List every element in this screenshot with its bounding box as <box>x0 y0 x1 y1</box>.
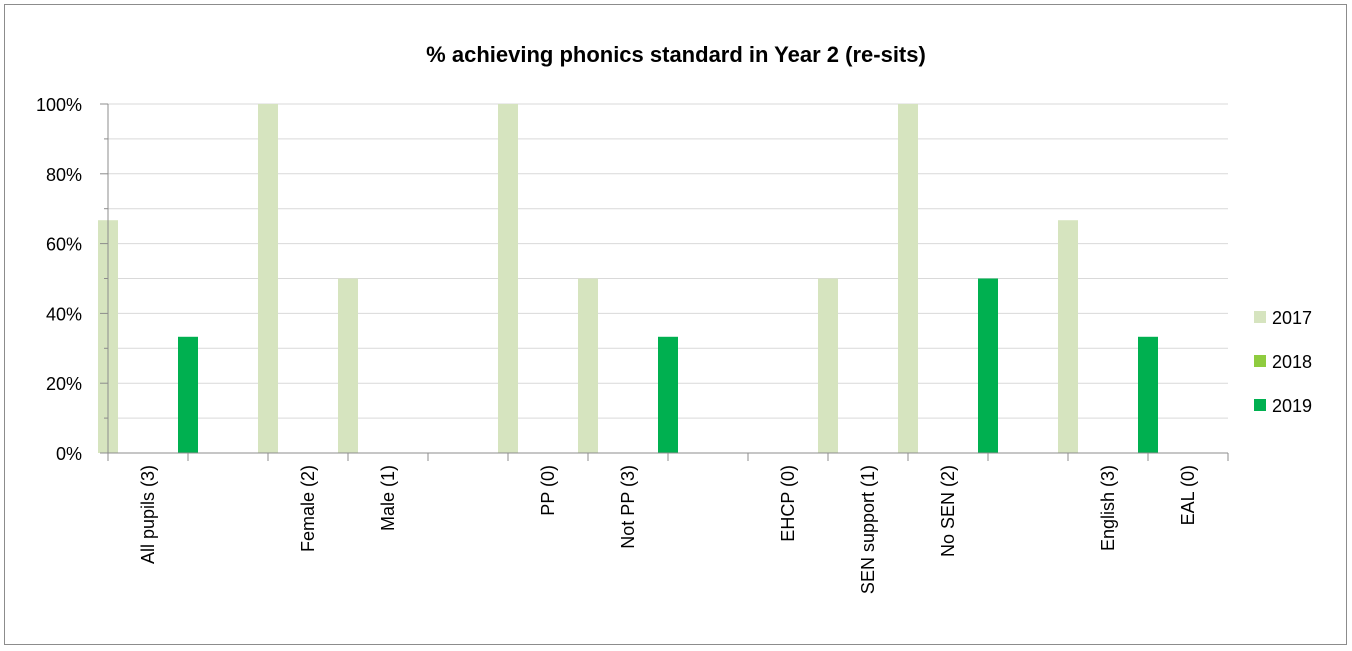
bar-2017-female-2- <box>258 104 278 453</box>
bar-2017-no-sen-2- <box>898 104 918 453</box>
legend: 2017 2018 2019 <box>1254 308 1312 416</box>
y-tick-label: 20% <box>46 374 82 394</box>
bar-2017-sen-support-1- <box>818 278 838 453</box>
bar-2017-english-3- <box>1058 220 1078 453</box>
bar-2017-male-1- <box>338 278 358 453</box>
gridlines <box>108 103 1228 419</box>
y-tick-label: 100% <box>36 95 82 115</box>
x-tick-label: All pupils (3) <box>138 465 158 564</box>
bar-2019-not-pp-3- <box>658 336 678 453</box>
bar-2019-all-pupils-3- <box>178 336 198 453</box>
x-tick-label: Male (1) <box>378 465 398 531</box>
x-tick-label: PP (0) <box>538 465 558 516</box>
bar-2017-pp-0- <box>498 104 518 453</box>
bar-2017-not-pp-3- <box>578 278 598 453</box>
x-axis-tick-labels: All pupils (3) Female (2) Male (1) PP (0) No… <box>138 465 1198 594</box>
legend-label-2018: 2018 <box>1272 352 1312 372</box>
x-tick-label: EHCP (0) <box>778 465 798 542</box>
legend-swatch-2018 <box>1254 355 1266 367</box>
y-tick-label: 60% <box>46 235 82 255</box>
y-tick-label: 80% <box>46 165 82 185</box>
x-tick-label: Not PP (3) <box>618 465 638 549</box>
x-tick-label: Female (2) <box>298 465 318 552</box>
bar-2019-no-sen-2- <box>978 278 998 453</box>
chart-border <box>4 4 1347 645</box>
x-tick-label: EAL (0) <box>1178 465 1198 525</box>
legend-swatch-2017 <box>1254 311 1266 323</box>
x-tick-label: English (3) <box>1098 465 1118 551</box>
legend-label-2017: 2017 <box>1272 308 1312 328</box>
x-tick-label: SEN support (1) <box>858 465 878 594</box>
y-tick-label: 40% <box>46 304 82 324</box>
legend-label-2019: 2019 <box>1272 396 1312 416</box>
legend-swatch-2019 <box>1254 399 1266 411</box>
bars <box>98 104 1158 453</box>
y-axis-tick-labels: 0% 20% 40% 60% 80% 100% <box>36 95 82 464</box>
x-tick-label: No SEN (2) <box>938 465 958 557</box>
bar-2019-english-3- <box>1138 336 1158 453</box>
chart-title: % achieving phonics standard in Year 2 (… <box>426 42 926 67</box>
y-tick-label: 0% <box>56 444 82 464</box>
axes <box>100 103 1229 461</box>
